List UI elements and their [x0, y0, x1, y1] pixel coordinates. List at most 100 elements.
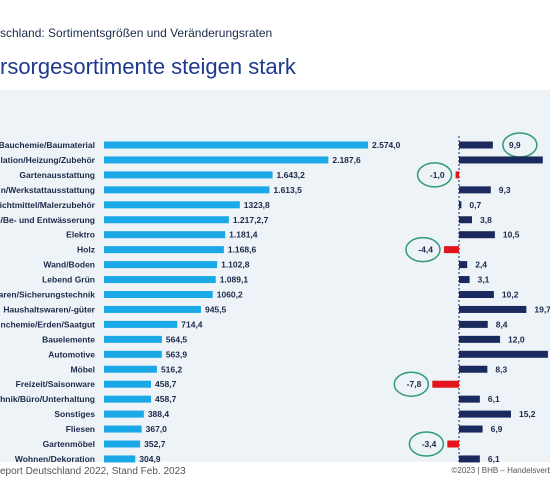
category-label: Gartenmöbel [43, 439, 95, 449]
growth-bar [459, 395, 480, 403]
growth-bar [459, 276, 470, 284]
highlight-circle [393, 371, 430, 397]
category-label: Elektro [66, 230, 95, 240]
size-bar [104, 395, 152, 403]
growth-value-label: 8,4 [496, 319, 508, 329]
category-label: Lebend Grün [42, 275, 95, 285]
category-label: Wohnen/Dekoration [15, 454, 95, 464]
growth-value-label: 12,0 [508, 334, 525, 344]
growth-bar [459, 156, 543, 164]
growth-value-label: 6,1 [488, 394, 500, 404]
category-label: Bauchemie/Baumaterial [0, 140, 95, 150]
growth-bar [459, 291, 494, 298]
category-label: Holz [77, 245, 95, 255]
growth-value-label: -7,8 [407, 379, 422, 389]
size-value-label: 1.102,8 [221, 260, 250, 270]
category-label: Automotive [48, 349, 95, 359]
chart-panel [0, 90, 550, 462]
size-bar [104, 231, 226, 239]
size-value-label: 1060,2 [217, 290, 243, 300]
growth-value-label: -1,0 [430, 170, 445, 180]
category-label: richtmittel/Malerzubehör [0, 200, 96, 210]
size-bar [104, 335, 162, 343]
size-value-label: 563,9 [166, 349, 188, 359]
size-value-label: 388,4 [148, 409, 170, 419]
category-label: Möbel [70, 364, 95, 374]
highlight-circle [416, 162, 453, 188]
growth-value-label: 9,3 [499, 185, 511, 195]
size-bar [104, 425, 142, 433]
copyright-note: ©2023 | BHB – Handelsverb [451, 466, 550, 475]
size-value-label: 304,9 [139, 454, 161, 464]
highlight-circle [408, 431, 445, 457]
size-value-label: 516,2 [161, 364, 183, 374]
size-bar [104, 186, 270, 194]
size-bar [104, 216, 229, 224]
category-label: Gartenausstattung [19, 170, 95, 180]
category-label: waren/Sicherungstechnik [0, 290, 95, 300]
growth-bar [459, 335, 501, 343]
category-label: Bauelemente [42, 334, 95, 344]
source-note: eport Deutschland 2022, Stand Feb. 2023 [0, 466, 186, 477]
growth-value-label: 2,4 [475, 260, 487, 270]
category-label: hnik/Büro/Unterhaltung [0, 394, 95, 404]
growth-bar [459, 320, 488, 328]
growth-value-label: 3,1 [478, 275, 490, 285]
size-bar [104, 305, 201, 313]
size-bar [104, 156, 329, 164]
growth-bar [443, 246, 459, 254]
size-bar [104, 141, 368, 149]
size-value-label: 2.187,6 [332, 155, 361, 165]
size-bar [104, 365, 157, 373]
size-value-label: 945,5 [205, 304, 227, 314]
size-bar [104, 201, 240, 209]
growth-value-label: 6,9 [491, 424, 503, 434]
category-label: e/Be- und Entwässerung [0, 215, 95, 225]
growth-value-label: 9,9 [509, 140, 521, 150]
growth-bar [459, 216, 472, 224]
growth-bar [459, 425, 483, 433]
growth-bar [455, 171, 459, 179]
growth-value-label: 19,7 [534, 304, 550, 314]
category-label: Freizeit/Saisonware [16, 379, 96, 389]
size-bar [104, 291, 213, 298]
growth-bar [459, 231, 495, 239]
highlight-circle [405, 236, 441, 263]
growth-value-label: 10,5 [503, 230, 520, 240]
size-value-label: 1.217,2,7 [233, 215, 269, 225]
size-value-label: 458,7 [155, 379, 177, 389]
growth-value-label: 8,3 [495, 364, 507, 374]
growth-bar [459, 455, 480, 463]
growth-value-label: 15,2 [519, 409, 536, 419]
category-label: n/Werkstattausstattung [1, 185, 95, 195]
growth-bar [459, 410, 511, 418]
growth-bar [459, 350, 548, 358]
category-label: nchemie/Erden/Saatgut [1, 319, 96, 329]
growth-value-label: 6,1 [488, 454, 500, 464]
growth-bar [432, 380, 459, 388]
size-value-label: 1.613,5 [273, 185, 302, 195]
growth-bar [459, 261, 468, 269]
size-bar [104, 171, 273, 179]
page-subtitle: schland: Sortimentsgrößen und Veränderun… [0, 26, 273, 40]
size-value-label: 367,0 [146, 424, 168, 434]
growth-bar [459, 201, 462, 209]
growth-value-label: -4,4 [418, 245, 433, 255]
size-bar [104, 350, 162, 358]
size-bar [104, 320, 178, 328]
growth-value-label: 10,2 [502, 290, 519, 300]
growth-bar [447, 440, 459, 448]
size-bar [104, 440, 141, 448]
category-label: lation/Heizung/Zubehör [1, 155, 96, 165]
size-value-label: 1.181,4 [229, 230, 258, 240]
page-title: rsorgesortimente steigen stark [0, 54, 296, 79]
growth-value-label: -3,4 [422, 439, 437, 449]
growth-bar [459, 141, 493, 149]
size-value-label: 1.643,2 [277, 170, 306, 180]
size-bar [104, 261, 218, 269]
size-value-label: 1.168,6 [228, 245, 257, 255]
category-label: Fliesen [66, 424, 95, 434]
growth-bar [459, 186, 491, 194]
size-bar [104, 276, 216, 284]
